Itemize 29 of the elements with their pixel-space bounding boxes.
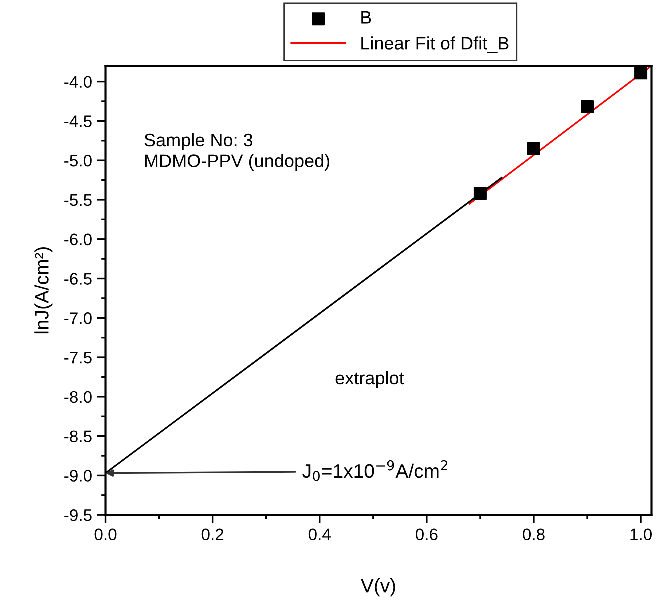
point xyxy=(634,66,648,80)
x-tick-label: 0.8 xyxy=(523,528,545,541)
y-tick-label: -6.5 xyxy=(64,273,92,285)
x-tick-label: 0.4 xyxy=(308,528,331,541)
legend-label: B xyxy=(362,11,372,24)
annotation: J$_{0}$=1x10$^{−9}$A/cm$^{2}$ xyxy=(302,460,448,482)
x-axis-title: V(v) xyxy=(361,578,396,597)
y-tick-label: -5.0 xyxy=(64,154,92,167)
y-tick-label: -4.5 xyxy=(64,116,92,128)
y-tick-label: -9.5 xyxy=(64,510,92,522)
y-tick-label: -6.0 xyxy=(64,234,92,246)
point xyxy=(581,100,594,114)
y-tick-label: -9.0 xyxy=(64,470,92,482)
point xyxy=(474,187,487,200)
y-tick-label: -8.5 xyxy=(64,430,92,443)
annotation: extraplot xyxy=(336,371,404,388)
x-tick-label: 1.0 xyxy=(630,528,652,541)
x-tick-label: 0.6 xyxy=(416,528,438,541)
y-tick-label: -7.0 xyxy=(64,312,92,324)
x-tick-label: 0.0 xyxy=(94,528,117,541)
legend-label: Linear Fit of Dfit_B xyxy=(362,36,509,54)
y-tick-label: -4.0 xyxy=(64,76,92,88)
point xyxy=(527,142,540,156)
y-axis-title: lnJ(A/cm²) xyxy=(34,247,53,334)
y-tick-label: -5.5 xyxy=(64,194,92,206)
x-tick-label: 0.2 xyxy=(202,528,224,541)
y-tick-label: -8.0 xyxy=(64,391,92,404)
y-tick-label: -7.5 xyxy=(64,352,92,364)
annotation: Sample No: 3 MDMO-PPV (undoped) xyxy=(144,133,330,171)
